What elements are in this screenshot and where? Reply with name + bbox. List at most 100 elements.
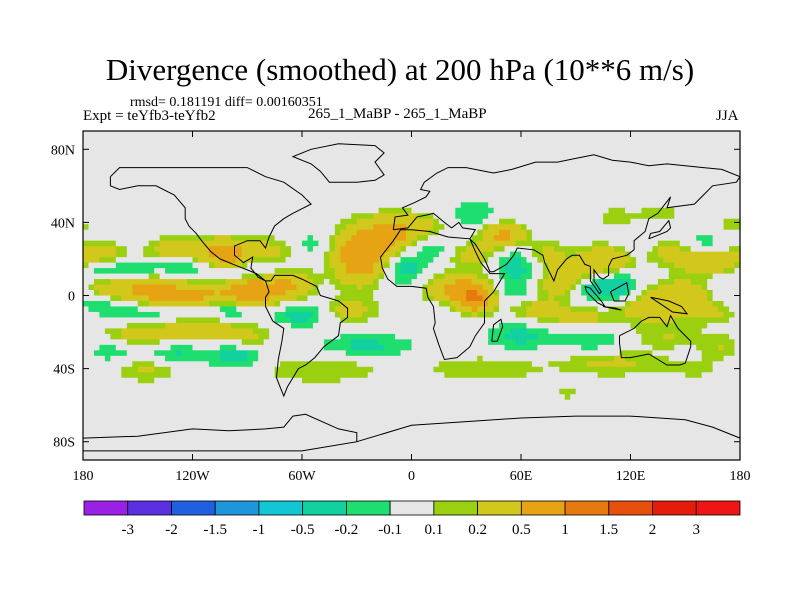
field-cell xyxy=(526,311,599,319)
field-cell xyxy=(165,355,221,362)
field-cell xyxy=(482,284,495,291)
field-cell xyxy=(225,279,248,286)
field-cell xyxy=(340,251,385,258)
field-cell xyxy=(625,290,632,297)
field-cell xyxy=(110,333,122,340)
field-cell xyxy=(203,295,237,302)
field-cell xyxy=(83,394,566,401)
y-tick-label: 0 xyxy=(68,290,75,305)
field-cell xyxy=(526,257,539,264)
field-cell xyxy=(83,169,741,176)
field-cell xyxy=(395,262,402,269)
field-cell xyxy=(280,251,292,258)
field-cell xyxy=(559,300,571,308)
field-cell xyxy=(526,279,539,286)
field-cell xyxy=(225,311,243,319)
field-cell xyxy=(707,290,714,297)
field-cell xyxy=(296,284,314,291)
field-cell xyxy=(531,229,741,236)
field-cell xyxy=(521,300,533,308)
field-cell xyxy=(312,279,325,286)
field-cell xyxy=(247,279,265,286)
field-cell xyxy=(274,317,292,324)
field-cell xyxy=(83,273,150,280)
field-cell xyxy=(488,333,506,340)
field-cell xyxy=(575,251,626,258)
field-cell xyxy=(312,268,325,275)
field-cell xyxy=(291,251,325,258)
field-cell xyxy=(329,240,336,247)
field-cell xyxy=(83,339,128,346)
field-cell xyxy=(340,229,358,236)
field-cell xyxy=(422,268,445,275)
field-cell xyxy=(542,366,560,373)
field-cell xyxy=(526,224,725,231)
field-cell xyxy=(334,268,347,275)
field-cell xyxy=(652,246,659,253)
field-cell xyxy=(312,235,330,242)
colorbar-label: 2 xyxy=(649,522,657,538)
field-cell xyxy=(400,257,434,264)
field-cell xyxy=(214,290,221,297)
field-cell xyxy=(356,284,363,291)
field-cell xyxy=(482,224,489,231)
field-cell xyxy=(477,240,517,247)
colorbar-swatch xyxy=(258,500,304,516)
field-cell xyxy=(482,229,500,236)
field-cell xyxy=(334,311,341,319)
field-cell xyxy=(438,361,533,368)
field-cell xyxy=(274,279,292,286)
field-cell xyxy=(351,235,407,242)
field-cell xyxy=(406,246,424,253)
field-cell xyxy=(526,322,632,329)
field-cell xyxy=(723,300,741,308)
field-cell xyxy=(663,257,741,264)
field-cell xyxy=(83,372,122,379)
field-cell xyxy=(258,333,270,340)
field-cell xyxy=(466,246,495,253)
field-cell xyxy=(351,344,385,351)
field-cell xyxy=(537,284,544,291)
field-cell xyxy=(329,235,336,242)
field-cell xyxy=(400,262,418,269)
field-cell xyxy=(433,257,451,264)
field-cell xyxy=(115,240,150,247)
field-cell xyxy=(115,251,128,258)
field-cell xyxy=(460,300,489,308)
field-cell xyxy=(444,268,484,275)
field-cell xyxy=(318,317,341,324)
field-cell xyxy=(351,339,380,346)
field-cell xyxy=(641,290,648,297)
field-cell xyxy=(488,339,517,346)
field-cell xyxy=(269,333,341,340)
colorbar-swatch xyxy=(652,500,697,516)
field-cell xyxy=(515,339,528,346)
field-cell xyxy=(373,262,385,269)
field-cell xyxy=(115,262,194,269)
field-cell xyxy=(564,290,571,297)
field-cell xyxy=(581,273,593,280)
field-cell xyxy=(657,279,675,286)
coastline xyxy=(603,306,622,311)
field-cell xyxy=(531,273,544,280)
field-cell xyxy=(416,213,434,220)
field-cell xyxy=(679,246,692,253)
field-cell xyxy=(471,279,489,286)
field-cell xyxy=(444,224,484,231)
field-cell xyxy=(625,246,653,253)
field-cell xyxy=(192,262,210,269)
field-cell xyxy=(635,328,703,335)
field-cell xyxy=(455,262,484,269)
field-cell xyxy=(570,306,599,313)
colorbar-swatch xyxy=(302,500,347,516)
field-cell xyxy=(356,361,440,368)
field-cell xyxy=(510,273,522,280)
field-cell xyxy=(373,295,424,302)
field-cell xyxy=(657,240,681,247)
field-cell xyxy=(641,339,736,346)
field-cell xyxy=(219,350,248,357)
field-cell xyxy=(570,284,577,291)
field-cell xyxy=(241,262,248,269)
field-cell xyxy=(83,366,122,373)
field-cell xyxy=(104,328,122,335)
